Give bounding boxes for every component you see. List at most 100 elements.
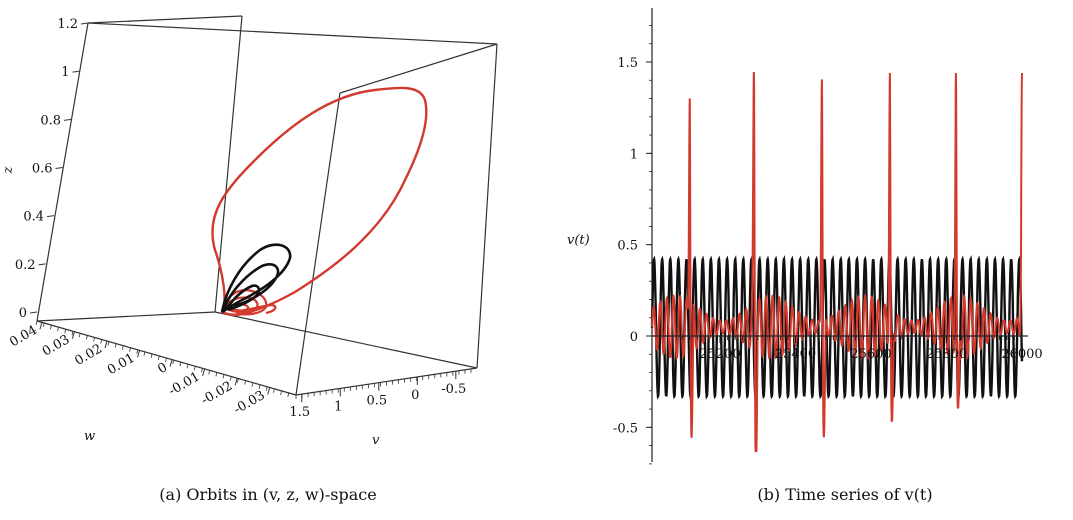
series-group	[650, 72, 1024, 453]
box-edge	[36, 22, 89, 322]
y-axis-label: v(t)	[567, 233, 590, 248]
w-minor-tick	[265, 386, 268, 391]
w-minor-tick	[71, 331, 74, 336]
box-edge	[214, 311, 478, 369]
w-minor-tick	[157, 355, 160, 361]
w-minor-tick	[244, 380, 247, 385]
box-edge	[295, 92, 341, 396]
x-tick-label: 26000	[1001, 347, 1042, 362]
x-tick-label: 25800	[926, 347, 967, 362]
box-edge	[339, 43, 498, 94]
panel-a-caption: (a) Orbits in (v, z, w)-space	[159, 485, 376, 504]
w-tick-label: 0.02	[72, 341, 105, 368]
w-tick	[267, 387, 271, 395]
w-minor-tick	[280, 390, 282, 395]
w-minor-tick	[78, 333, 81, 338]
x-tick-label: 25200	[699, 347, 740, 362]
box-edge	[476, 43, 498, 369]
y-tick-label: 1	[630, 147, 638, 162]
w-minor-tick	[35, 320, 38, 326]
x-axis: 25200 25400 25600 25800 26000	[652, 335, 1043, 362]
series-black-orbit	[220, 243, 292, 314]
w-minor-tick	[107, 341, 110, 346]
w-minor-tick	[273, 388, 275, 393]
y-tick-label: 1.5	[617, 56, 638, 71]
w-minor-tick	[215, 372, 218, 377]
y-tick-label: 0.5	[617, 239, 638, 254]
w-minor-tick	[143, 351, 146, 356]
w-tick-label: -0.01	[166, 369, 202, 399]
v-tick-label: -0.5	[441, 382, 466, 397]
w-minor-tick	[186, 364, 189, 369]
z-tick	[63, 118, 72, 121]
w-tick	[39, 322, 43, 330]
z-tick-label: 0.4	[23, 210, 44, 225]
z-tick-label: 0.2	[15, 258, 36, 273]
w-tick-label: -0.03	[231, 388, 267, 418]
w-tick	[202, 368, 206, 377]
z-tick	[38, 263, 46, 266]
w-minor-tick	[64, 329, 67, 334]
w-tick-label: -0.02	[199, 379, 235, 409]
w-minor-tick	[114, 343, 117, 348]
z-tick	[46, 215, 55, 218]
w-minor-tick	[57, 327, 59, 332]
box-edge	[87, 22, 498, 45]
v-tick-label: 0.5	[366, 394, 387, 409]
z-tick	[55, 167, 63, 169]
panel-a-3d-orbit: 00.20.40.60.811.2 z 0.04 0.03 0.02 0.01 0-0.…	[1, 15, 498, 504]
w-minor-tick	[100, 339, 103, 344]
v-axis-label: v	[372, 433, 380, 448]
w-tick-label: 0.01	[105, 351, 138, 378]
v-tick-label: 0	[411, 388, 419, 403]
w-minor-tick	[165, 357, 167, 363]
v-axis: 1.5 1 0.5 0 -0.5 v	[289, 368, 472, 448]
w-minor-tick	[129, 347, 131, 352]
w-axis: 0.04 0.03 0.02 0.01 0-0.01-0.02-0.03 w	[7, 320, 290, 444]
w-tick	[234, 378, 238, 386]
z-tick-label: 0.8	[40, 113, 61, 128]
w-minor-tick	[136, 349, 139, 354]
w-minor-tick	[251, 382, 254, 387]
y-tick-label: -0.5	[613, 421, 638, 436]
z-tick	[72, 70, 80, 73]
z-tick	[80, 22, 89, 25]
x-tick-label: 25600	[850, 347, 891, 362]
w-minor-tick	[85, 335, 88, 340]
series-red-orbit	[211, 86, 428, 316]
series-black-line	[650, 254, 1024, 400]
w-minor-tick	[208, 370, 211, 375]
v-tick-label: 1	[334, 399, 342, 414]
panel-b-time-series: -0.5 0 0.5 1 1.5 v(t) 25200 25400 25600 25800 26…	[567, 8, 1043, 504]
orbits	[211, 86, 428, 316]
w-minor-tick	[93, 337, 95, 342]
w-minor-tick	[193, 366, 196, 371]
y-axis: -0.5 0 0.5 1 1.5 v(t)	[567, 8, 653, 465]
z-axis: 0 0.2 0.4 0.6 0.8 1 1.2 z	[1, 17, 89, 321]
w-tick	[169, 359, 173, 367]
z-tick-label: 0	[19, 306, 27, 321]
z-axis-label: z	[1, 166, 16, 174]
series-red-orbit-inner	[222, 288, 277, 316]
w-minor-tick	[179, 362, 182, 367]
w-minor-tick	[258, 384, 261, 389]
w-minor-tick	[222, 374, 225, 379]
w-minor-tick	[121, 345, 124, 350]
w-minor-tick	[42, 322, 45, 328]
w-tick	[104, 340, 108, 349]
w-tick-label: 0.03	[40, 332, 73, 359]
w-minor-tick	[287, 392, 290, 398]
y-tick-label: 0	[630, 330, 638, 345]
w-minor-tick	[172, 359, 175, 365]
z-tick-label: 1	[61, 65, 69, 80]
series-red-line	[651, 72, 1023, 453]
panel-b-caption: (b) Time series of v(t)	[757, 485, 932, 504]
w-tick	[71, 331, 75, 339]
w-tick-label: 0	[155, 360, 170, 377]
v-tick-label: 1.5	[289, 405, 310, 420]
x-tick-label: 25400	[775, 347, 816, 362]
w-minor-tick	[229, 376, 232, 381]
z-tick-label: 1.2	[57, 17, 78, 32]
w-minor-tick	[201, 368, 203, 373]
